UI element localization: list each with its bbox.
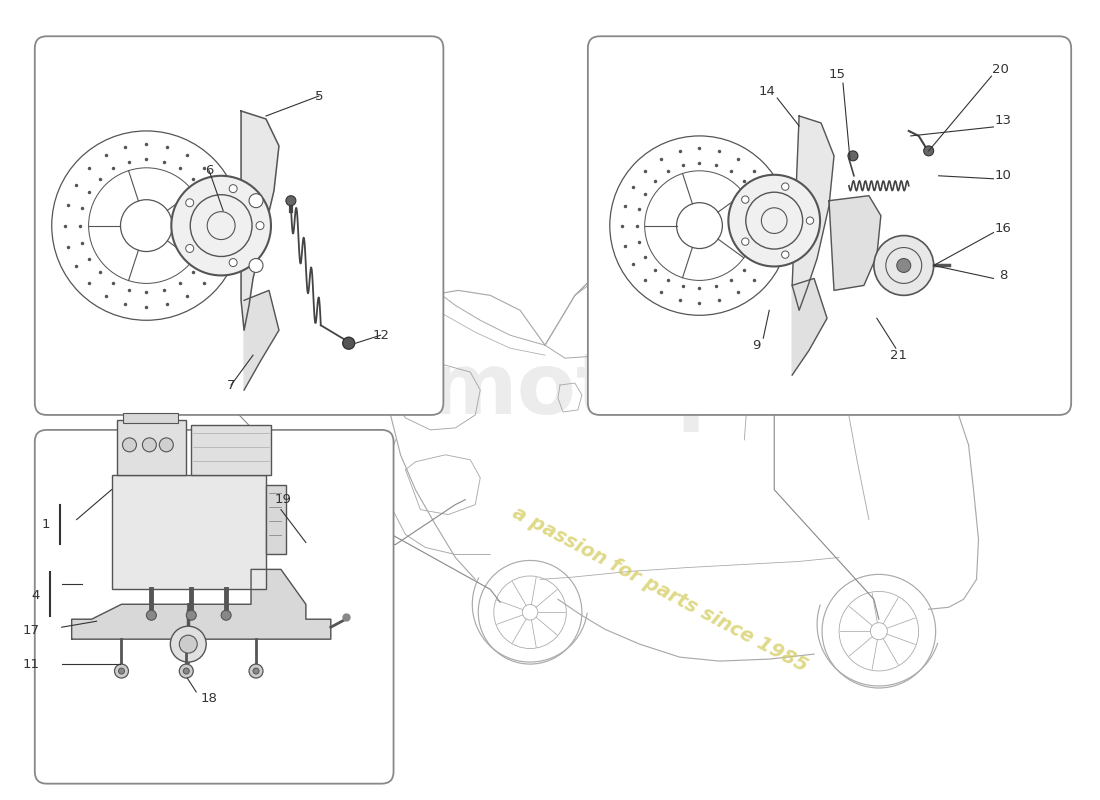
FancyBboxPatch shape — [111, 474, 266, 590]
Circle shape — [186, 245, 194, 253]
FancyBboxPatch shape — [587, 36, 1071, 415]
Circle shape — [229, 258, 238, 266]
Circle shape — [184, 668, 189, 674]
Circle shape — [249, 194, 263, 208]
Polygon shape — [792, 278, 827, 375]
Text: 9: 9 — [752, 338, 760, 352]
FancyBboxPatch shape — [123, 413, 178, 423]
Circle shape — [249, 258, 263, 273]
Circle shape — [142, 438, 156, 452]
Circle shape — [179, 635, 197, 653]
Circle shape — [806, 217, 814, 224]
FancyBboxPatch shape — [117, 420, 186, 474]
Polygon shape — [244, 290, 279, 390]
Circle shape — [179, 664, 194, 678]
Circle shape — [741, 196, 749, 203]
Text: 14: 14 — [759, 85, 775, 98]
Circle shape — [172, 176, 271, 275]
Text: 20: 20 — [992, 62, 1009, 76]
Circle shape — [253, 668, 258, 674]
Text: 21: 21 — [890, 349, 908, 362]
Circle shape — [741, 238, 749, 246]
Text: 6: 6 — [205, 164, 213, 178]
Circle shape — [728, 174, 821, 266]
Text: 5: 5 — [315, 90, 323, 102]
Text: 19: 19 — [275, 493, 292, 506]
Text: 13: 13 — [994, 114, 1012, 127]
FancyBboxPatch shape — [266, 485, 286, 554]
Text: a passion for parts since 1985: a passion for parts since 1985 — [508, 503, 811, 676]
Circle shape — [873, 235, 934, 295]
Circle shape — [186, 610, 196, 620]
Circle shape — [782, 183, 789, 190]
Text: 12: 12 — [372, 329, 389, 342]
Text: 1: 1 — [41, 518, 50, 531]
Polygon shape — [792, 116, 834, 310]
Text: 10: 10 — [996, 170, 1012, 182]
Text: 15: 15 — [828, 68, 846, 81]
Circle shape — [122, 438, 136, 452]
Circle shape — [221, 610, 231, 620]
Circle shape — [343, 338, 354, 349]
Circle shape — [119, 668, 124, 674]
Text: 7: 7 — [227, 378, 235, 391]
Circle shape — [256, 222, 264, 230]
Circle shape — [114, 664, 129, 678]
Circle shape — [249, 664, 263, 678]
FancyBboxPatch shape — [191, 425, 271, 474]
Text: 18: 18 — [201, 693, 218, 706]
FancyBboxPatch shape — [35, 430, 394, 784]
Text: 17: 17 — [23, 624, 40, 637]
Circle shape — [160, 438, 174, 452]
Polygon shape — [829, 196, 881, 290]
Text: 11: 11 — [23, 658, 40, 670]
Circle shape — [782, 251, 789, 258]
Text: 8: 8 — [999, 269, 1008, 282]
Circle shape — [186, 198, 194, 206]
Polygon shape — [241, 111, 279, 330]
FancyBboxPatch shape — [35, 36, 443, 415]
Circle shape — [896, 258, 911, 273]
Polygon shape — [72, 570, 331, 639]
Text: motoparts: motoparts — [428, 349, 932, 431]
Text: 4: 4 — [32, 589, 40, 602]
Circle shape — [286, 196, 296, 206]
Text: 16: 16 — [996, 222, 1012, 235]
Circle shape — [924, 146, 934, 156]
Circle shape — [170, 626, 206, 662]
Circle shape — [146, 610, 156, 620]
Circle shape — [229, 185, 238, 193]
Circle shape — [848, 151, 858, 161]
